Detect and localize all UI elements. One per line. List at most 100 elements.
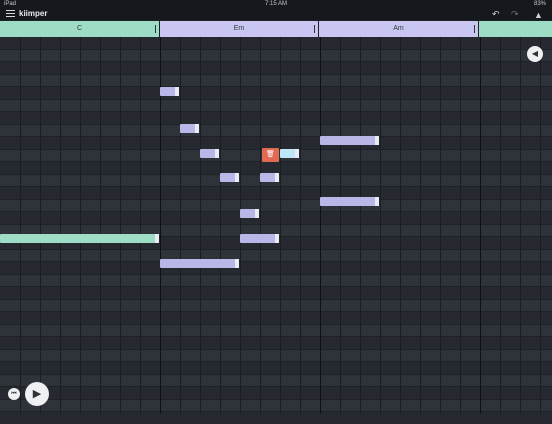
grid-line [420, 37, 421, 414]
speaker-icon[interactable]: ◀ [527, 46, 543, 62]
grid-line [80, 37, 81, 414]
redo-icon[interactable]: ↷ [511, 9, 519, 19]
note-resize-handle[interactable] [295, 149, 299, 158]
chord-em[interactable]: Em [160, 21, 318, 37]
grid-row[interactable] [0, 37, 552, 49]
note[interactable] [0, 234, 159, 243]
skip-back-icon[interactable]: ⏮ [8, 388, 20, 400]
grid-row[interactable] [0, 199, 552, 211]
chord-am[interactable]: Am [319, 21, 478, 37]
note-resize-handle[interactable] [195, 124, 199, 133]
note[interactable] [280, 149, 299, 158]
grid-line [100, 37, 101, 414]
grid-row[interactable] [0, 399, 552, 411]
note-resize-handle[interactable] [375, 197, 379, 206]
grid-line [220, 37, 221, 414]
note[interactable] [160, 259, 239, 268]
grid-line [200, 37, 201, 414]
grid-line [140, 37, 141, 414]
app-header: kiimper [0, 8, 552, 20]
grid-line [540, 37, 541, 414]
grid-line [380, 37, 381, 414]
grid-row[interactable] [0, 87, 552, 99]
grid-row[interactable] [0, 124, 552, 136]
note-resize-handle[interactable] [175, 87, 179, 96]
piano-roll-grid[interactable] [0, 37, 552, 424]
grid-line [120, 37, 121, 414]
grid-line [40, 37, 41, 414]
grid-row[interactable] [0, 337, 552, 349]
grid-line [240, 37, 241, 414]
grid-line [180, 37, 181, 414]
grid-row[interactable] [0, 62, 552, 74]
trash-icon[interactable]: 🗑 [262, 148, 279, 162]
note-resize-handle[interactable] [275, 173, 279, 182]
status-time: 7:15 AM [264, 1, 287, 7]
grid-line [360, 37, 361, 414]
chord-next[interactable] [479, 21, 552, 37]
grid-row[interactable] [0, 387, 552, 399]
note[interactable] [220, 173, 239, 182]
app-title: kiimper [19, 9, 48, 18]
grid-row[interactable] [0, 137, 552, 149]
grid-row[interactable] [0, 299, 552, 311]
grid-row[interactable] [0, 362, 552, 374]
note-resize-handle[interactable] [235, 259, 239, 268]
grid-row[interactable] [0, 349, 552, 361]
grid-row[interactable] [0, 262, 552, 274]
grid-row[interactable] [0, 287, 552, 299]
note[interactable] [320, 197, 379, 206]
note[interactable] [320, 136, 379, 145]
battery-level: 83% [533, 1, 546, 7]
note[interactable] [160, 87, 179, 96]
grid-row[interactable] [0, 162, 552, 174]
chord-label: Am [393, 25, 404, 32]
grid-line [400, 37, 401, 414]
chord-label: Em [233, 25, 245, 32]
note-resize-handle[interactable] [215, 149, 219, 158]
grid-line [160, 37, 161, 414]
grid-line [440, 37, 441, 414]
grid-line [20, 37, 21, 414]
grid-row[interactable] [0, 112, 552, 124]
grid-line [280, 37, 281, 414]
note-resize-handle[interactable] [375, 136, 379, 145]
undo-icon[interactable]: ↶ [492, 9, 500, 19]
grid-line [60, 37, 61, 414]
grid-line [500, 37, 501, 414]
grid-line [300, 37, 301, 414]
grid-line [460, 37, 461, 414]
note[interactable] [240, 209, 259, 218]
note-resize-handle[interactable] [275, 234, 279, 243]
grid-row[interactable] [0, 374, 552, 386]
grid-row[interactable] [0, 249, 552, 261]
graduation-cap-icon[interactable]: ▲ [534, 10, 543, 20]
note-resize-handle[interactable] [255, 209, 259, 218]
grid-row[interactable] [0, 312, 552, 324]
grid-row[interactable] [0, 74, 552, 86]
chord-bar: C Em Am [0, 21, 552, 37]
grid-row[interactable] [0, 224, 552, 236]
grid-row[interactable] [0, 187, 552, 199]
note[interactable] [240, 234, 279, 243]
chord-label: C [76, 25, 83, 32]
grid-row[interactable] [0, 212, 552, 224]
status-bar: iPad 7:15 AM 83% [0, 0, 552, 8]
grid-line [320, 37, 321, 414]
device-label: iPad [4, 1, 17, 7]
note-resize-handle[interactable] [155, 234, 159, 243]
grid-row[interactable] [0, 324, 552, 336]
play-icon[interactable]: ▶ [25, 382, 49, 406]
note[interactable] [200, 149, 219, 158]
grid-line [260, 37, 261, 414]
note[interactable] [180, 124, 199, 133]
grid-line [480, 37, 481, 414]
grid-row[interactable] [0, 99, 552, 111]
hamburger-icon[interactable] [6, 10, 15, 18]
grid-line [520, 37, 521, 414]
grid-row[interactable] [0, 274, 552, 286]
chord-c[interactable]: C [0, 21, 159, 37]
note[interactable] [260, 173, 279, 182]
note-resize-handle[interactable] [235, 173, 239, 182]
grid-row[interactable] [0, 49, 552, 61]
